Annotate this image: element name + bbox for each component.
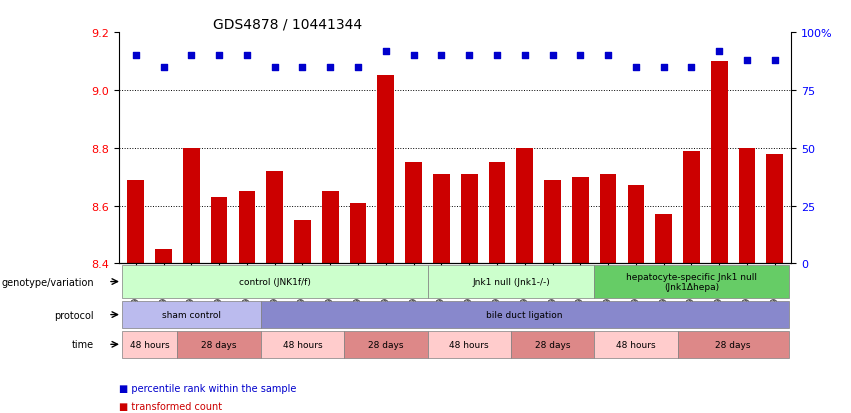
FancyBboxPatch shape bbox=[511, 331, 594, 358]
Point bbox=[379, 48, 392, 55]
Text: Jnk1 null (Jnk1-/-): Jnk1 null (Jnk1-/-) bbox=[472, 278, 550, 286]
Text: hepatocyte-specific Jnk1 null
(Jnk1Δhepa): hepatocyte-specific Jnk1 null (Jnk1Δhepa… bbox=[626, 272, 757, 292]
Text: time: time bbox=[72, 339, 94, 349]
Bar bbox=[488, 163, 505, 264]
Point bbox=[518, 53, 532, 59]
Bar bbox=[211, 197, 227, 264]
Point bbox=[657, 64, 671, 71]
Text: 28 days: 28 days bbox=[368, 340, 403, 349]
Bar bbox=[294, 221, 311, 264]
Point bbox=[545, 53, 559, 59]
Text: 48 hours: 48 hours bbox=[283, 340, 323, 349]
Text: ■ transformed count: ■ transformed count bbox=[119, 401, 222, 411]
Text: 28 days: 28 days bbox=[202, 340, 237, 349]
FancyBboxPatch shape bbox=[594, 331, 677, 358]
FancyBboxPatch shape bbox=[427, 266, 594, 298]
FancyBboxPatch shape bbox=[594, 266, 789, 298]
Bar bbox=[238, 192, 255, 264]
Text: GDS4878 / 10441344: GDS4878 / 10441344 bbox=[214, 18, 363, 32]
Bar bbox=[266, 171, 283, 264]
Text: 48 hours: 48 hours bbox=[130, 340, 169, 349]
Bar bbox=[683, 151, 700, 264]
Point bbox=[240, 53, 254, 59]
Bar bbox=[655, 215, 672, 264]
FancyBboxPatch shape bbox=[260, 331, 344, 358]
Bar bbox=[433, 174, 449, 264]
FancyBboxPatch shape bbox=[122, 266, 427, 298]
Point bbox=[129, 53, 143, 59]
FancyBboxPatch shape bbox=[122, 331, 178, 358]
Point bbox=[435, 53, 448, 59]
Point bbox=[574, 53, 587, 59]
Point bbox=[629, 64, 643, 71]
Bar bbox=[378, 76, 394, 264]
Point bbox=[351, 64, 365, 71]
Point bbox=[490, 53, 504, 59]
Point bbox=[740, 57, 754, 64]
Bar bbox=[600, 174, 616, 264]
Text: control (JNK1f/f): control (JNK1f/f) bbox=[239, 278, 311, 286]
Text: 48 hours: 48 hours bbox=[616, 340, 655, 349]
Bar bbox=[544, 180, 561, 264]
Bar bbox=[739, 148, 756, 264]
Text: 28 days: 28 days bbox=[534, 340, 570, 349]
FancyBboxPatch shape bbox=[427, 331, 511, 358]
Point bbox=[768, 57, 781, 64]
Text: bile duct ligation: bile duct ligation bbox=[487, 310, 563, 319]
Text: 28 days: 28 days bbox=[716, 340, 751, 349]
Point bbox=[323, 64, 337, 71]
FancyBboxPatch shape bbox=[178, 331, 260, 358]
FancyBboxPatch shape bbox=[677, 331, 789, 358]
Bar bbox=[767, 154, 783, 264]
FancyBboxPatch shape bbox=[344, 331, 427, 358]
Bar bbox=[183, 148, 200, 264]
Text: genotype/variation: genotype/variation bbox=[2, 277, 94, 287]
Text: ■ percentile rank within the sample: ■ percentile rank within the sample bbox=[119, 383, 296, 393]
Point bbox=[185, 53, 198, 59]
Bar bbox=[155, 249, 172, 264]
Point bbox=[213, 53, 226, 59]
Bar bbox=[461, 174, 477, 264]
FancyBboxPatch shape bbox=[260, 301, 789, 328]
Text: protocol: protocol bbox=[54, 310, 94, 320]
Bar bbox=[322, 192, 339, 264]
Bar bbox=[572, 177, 589, 264]
Bar bbox=[405, 163, 422, 264]
Point bbox=[268, 64, 282, 71]
Point bbox=[712, 48, 726, 55]
Bar bbox=[711, 62, 728, 264]
Point bbox=[462, 53, 476, 59]
Point bbox=[684, 64, 698, 71]
FancyBboxPatch shape bbox=[122, 301, 260, 328]
Point bbox=[407, 53, 420, 59]
Point bbox=[157, 64, 170, 71]
Bar bbox=[128, 180, 144, 264]
Text: 48 hours: 48 hours bbox=[449, 340, 489, 349]
Bar bbox=[517, 148, 533, 264]
Bar bbox=[350, 203, 367, 264]
Point bbox=[602, 53, 615, 59]
Bar bbox=[627, 186, 644, 264]
Point bbox=[295, 64, 309, 71]
Text: sham control: sham control bbox=[162, 310, 221, 319]
